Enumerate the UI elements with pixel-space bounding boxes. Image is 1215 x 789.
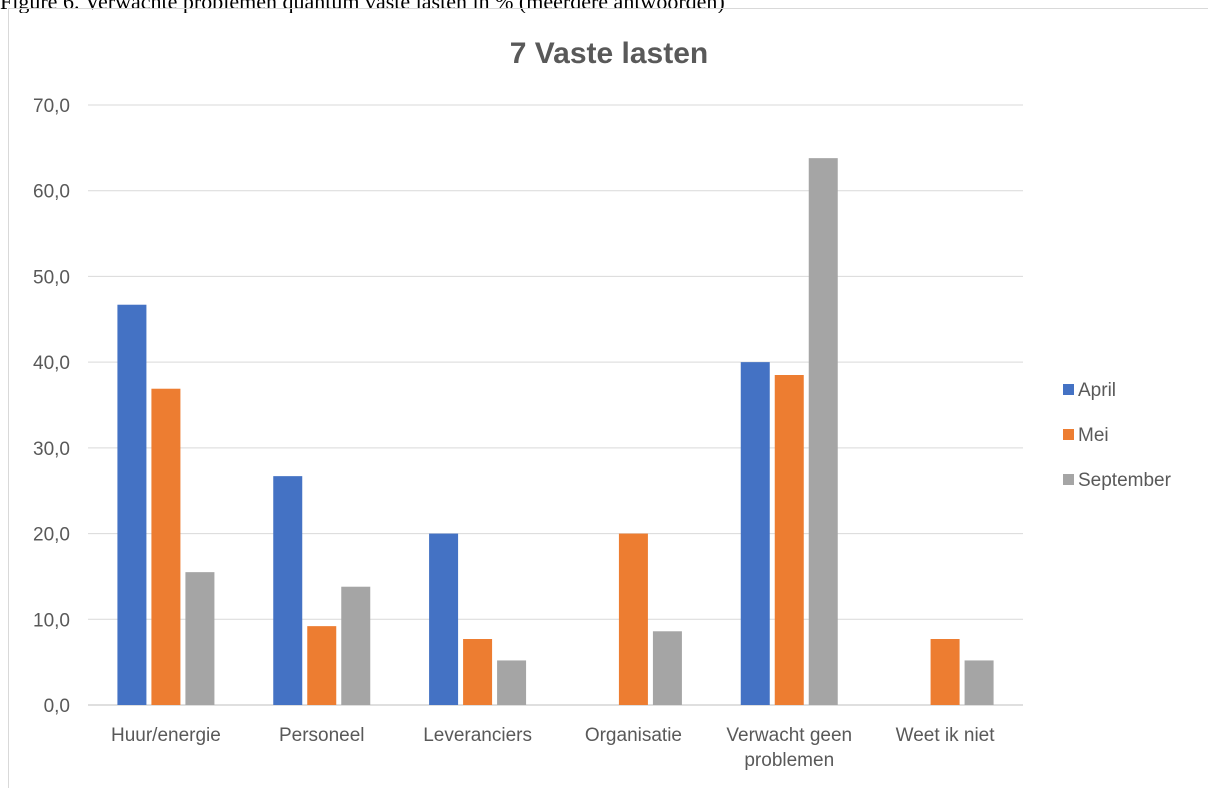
bar-april (740, 362, 770, 705)
figure-caption: Figure 6. Verwachte problemen quantum va… (0, 0, 725, 13)
bar-april (117, 304, 147, 705)
bar-mei (774, 375, 804, 705)
y-tick-label: 50,0 (33, 267, 70, 288)
gridlines (88, 104, 1023, 706)
y-tick-label: 40,0 (33, 353, 70, 374)
x-tick-label: Huur/energie (111, 725, 221, 746)
legend: April Mei September (1063, 380, 1172, 491)
legend-swatch-april (1063, 384, 1074, 395)
bar-april (429, 533, 459, 705)
x-tick-label: problemen (744, 750, 834, 771)
x-tick-label: Weet ik niet (896, 725, 996, 746)
x-tick-label: Personeel (279, 725, 365, 746)
y-tick-label: 70,0 (33, 96, 70, 117)
y-axis-ticks: 0,0 10,0 20,0 30,0 40,0 50,0 60,0 70,0 (33, 96, 70, 717)
legend-label-april: April (1078, 380, 1116, 401)
bar-mei (463, 639, 493, 705)
x-tick-label: Verwacht geen (726, 725, 852, 746)
legend-label-mei: Mei (1078, 425, 1109, 446)
y-tick-label: 60,0 (33, 182, 70, 203)
chart-title: 7 Vaste lasten (510, 37, 708, 70)
y-tick-label: 10,0 (33, 610, 70, 631)
bar-september (185, 572, 215, 705)
x-axis-ticks: Huur/energie Personeel Leveranciers Organis… (111, 725, 995, 771)
bars (117, 158, 994, 706)
bar-september (652, 631, 682, 705)
legend-swatch-mei (1063, 429, 1074, 440)
y-tick-label: 20,0 (33, 525, 70, 546)
x-tick-label: Organisatie (585, 725, 682, 746)
bar-september (497, 660, 527, 705)
bar-september (964, 660, 994, 705)
x-tick-label: Leveranciers (423, 725, 532, 746)
bar-mei (930, 639, 960, 705)
chart-frame (8, 8, 1208, 788)
legend-swatch-september (1063, 474, 1074, 485)
y-tick-label: 0,0 (44, 696, 70, 717)
y-tick-label: 30,0 (33, 439, 70, 460)
bar-mei (307, 626, 337, 705)
bar-april (273, 476, 303, 705)
bar-mei (151, 388, 181, 705)
legend-label-september: September (1078, 470, 1172, 491)
bar-september (808, 158, 838, 706)
bar-mei (618, 533, 648, 705)
bar-september (341, 586, 371, 705)
